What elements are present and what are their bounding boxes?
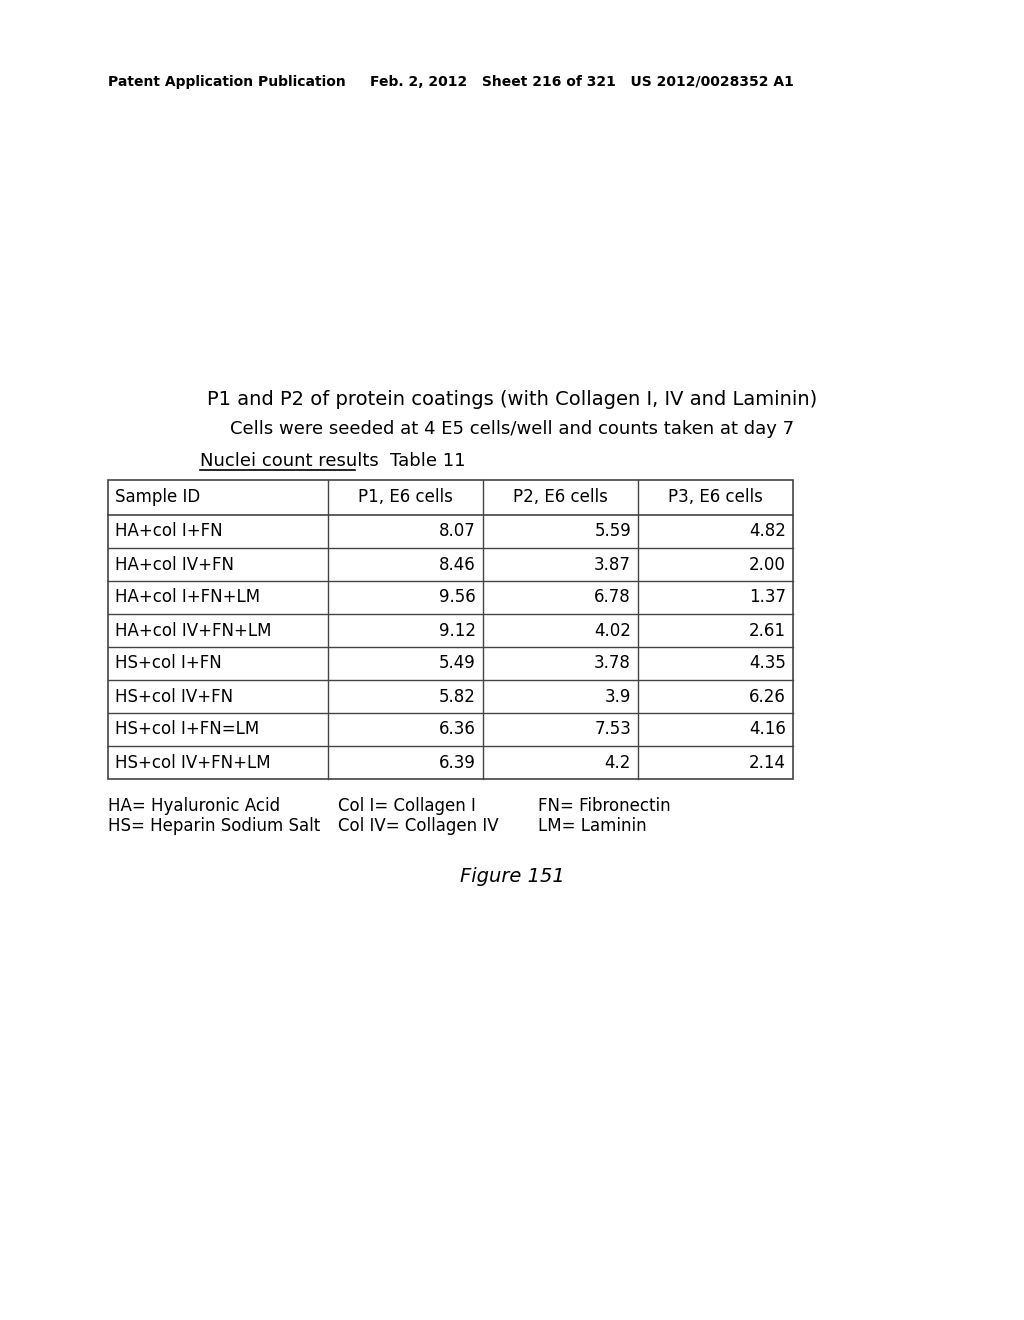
Text: 3.87: 3.87	[594, 556, 631, 573]
Text: Sample ID: Sample ID	[115, 488, 201, 507]
Text: Col I= Collagen I: Col I= Collagen I	[338, 797, 476, 814]
Text: HS+col I+FN=LM: HS+col I+FN=LM	[115, 721, 259, 738]
Text: 2.00: 2.00	[750, 556, 786, 573]
Text: HS+col I+FN: HS+col I+FN	[115, 655, 222, 672]
Text: HA+col IV+FN: HA+col IV+FN	[115, 556, 234, 573]
Text: Feb. 2, 2012   Sheet 216 of 321   US 2012/0028352 A1: Feb. 2, 2012 Sheet 216 of 321 US 2012/00…	[370, 75, 794, 88]
Text: HA+col I+FN+LM: HA+col I+FN+LM	[115, 589, 260, 606]
Text: 4.82: 4.82	[750, 523, 786, 540]
Text: 8.46: 8.46	[439, 556, 476, 573]
Text: 4.02: 4.02	[594, 622, 631, 639]
Text: Patent Application Publication: Patent Application Publication	[108, 75, 346, 88]
Text: LM= Laminin: LM= Laminin	[538, 817, 646, 836]
Text: 9.12: 9.12	[439, 622, 476, 639]
Text: 5.82: 5.82	[439, 688, 476, 705]
Text: 3.9: 3.9	[604, 688, 631, 705]
Bar	[108, 480, 793, 779]
Text: P2, E6 cells: P2, E6 cells	[513, 488, 608, 507]
Text: 5.49: 5.49	[439, 655, 476, 672]
Text: P3, E6 cells: P3, E6 cells	[668, 488, 763, 507]
Text: 6.36: 6.36	[439, 721, 476, 738]
Text: 9.56: 9.56	[439, 589, 476, 606]
Text: 5.59: 5.59	[594, 523, 631, 540]
Text: Col IV= Collagen IV: Col IV= Collagen IV	[338, 817, 499, 836]
Text: Table 11: Table 11	[390, 451, 466, 470]
Text: 4.16: 4.16	[750, 721, 786, 738]
Text: HS= Heparin Sodium Salt: HS= Heparin Sodium Salt	[108, 817, 321, 836]
Text: 7.53: 7.53	[594, 721, 631, 738]
Text: 3.78: 3.78	[594, 655, 631, 672]
Text: 6.78: 6.78	[594, 589, 631, 606]
Text: HA= Hyaluronic Acid: HA= Hyaluronic Acid	[108, 797, 281, 814]
Text: HS+col IV+FN+LM: HS+col IV+FN+LM	[115, 754, 270, 771]
Text: 2.61: 2.61	[749, 622, 786, 639]
Text: 2.14: 2.14	[749, 754, 786, 771]
Text: 6.39: 6.39	[439, 754, 476, 771]
Text: 4.35: 4.35	[750, 655, 786, 672]
Text: 1.37: 1.37	[749, 589, 786, 606]
Text: P1 and P2 of protein coatings (with Collagen I, IV and Laminin): P1 and P2 of protein coatings (with Coll…	[207, 389, 817, 409]
Text: HS+col IV+FN: HS+col IV+FN	[115, 688, 233, 705]
Text: Figure 151: Figure 151	[460, 867, 564, 886]
Text: Cells were seeded at 4 E5 cells/well and counts taken at day 7: Cells were seeded at 4 E5 cells/well and…	[230, 420, 794, 438]
Text: 6.26: 6.26	[750, 688, 786, 705]
Text: HA+col IV+FN+LM: HA+col IV+FN+LM	[115, 622, 271, 639]
Text: Nuclei count results: Nuclei count results	[200, 451, 379, 470]
Text: HA+col I+FN: HA+col I+FN	[115, 523, 222, 540]
Text: 4.2: 4.2	[604, 754, 631, 771]
Text: 8.07: 8.07	[439, 523, 476, 540]
Text: FN= Fibronectin: FN= Fibronectin	[538, 797, 671, 814]
Text: P1, E6 cells: P1, E6 cells	[358, 488, 453, 507]
